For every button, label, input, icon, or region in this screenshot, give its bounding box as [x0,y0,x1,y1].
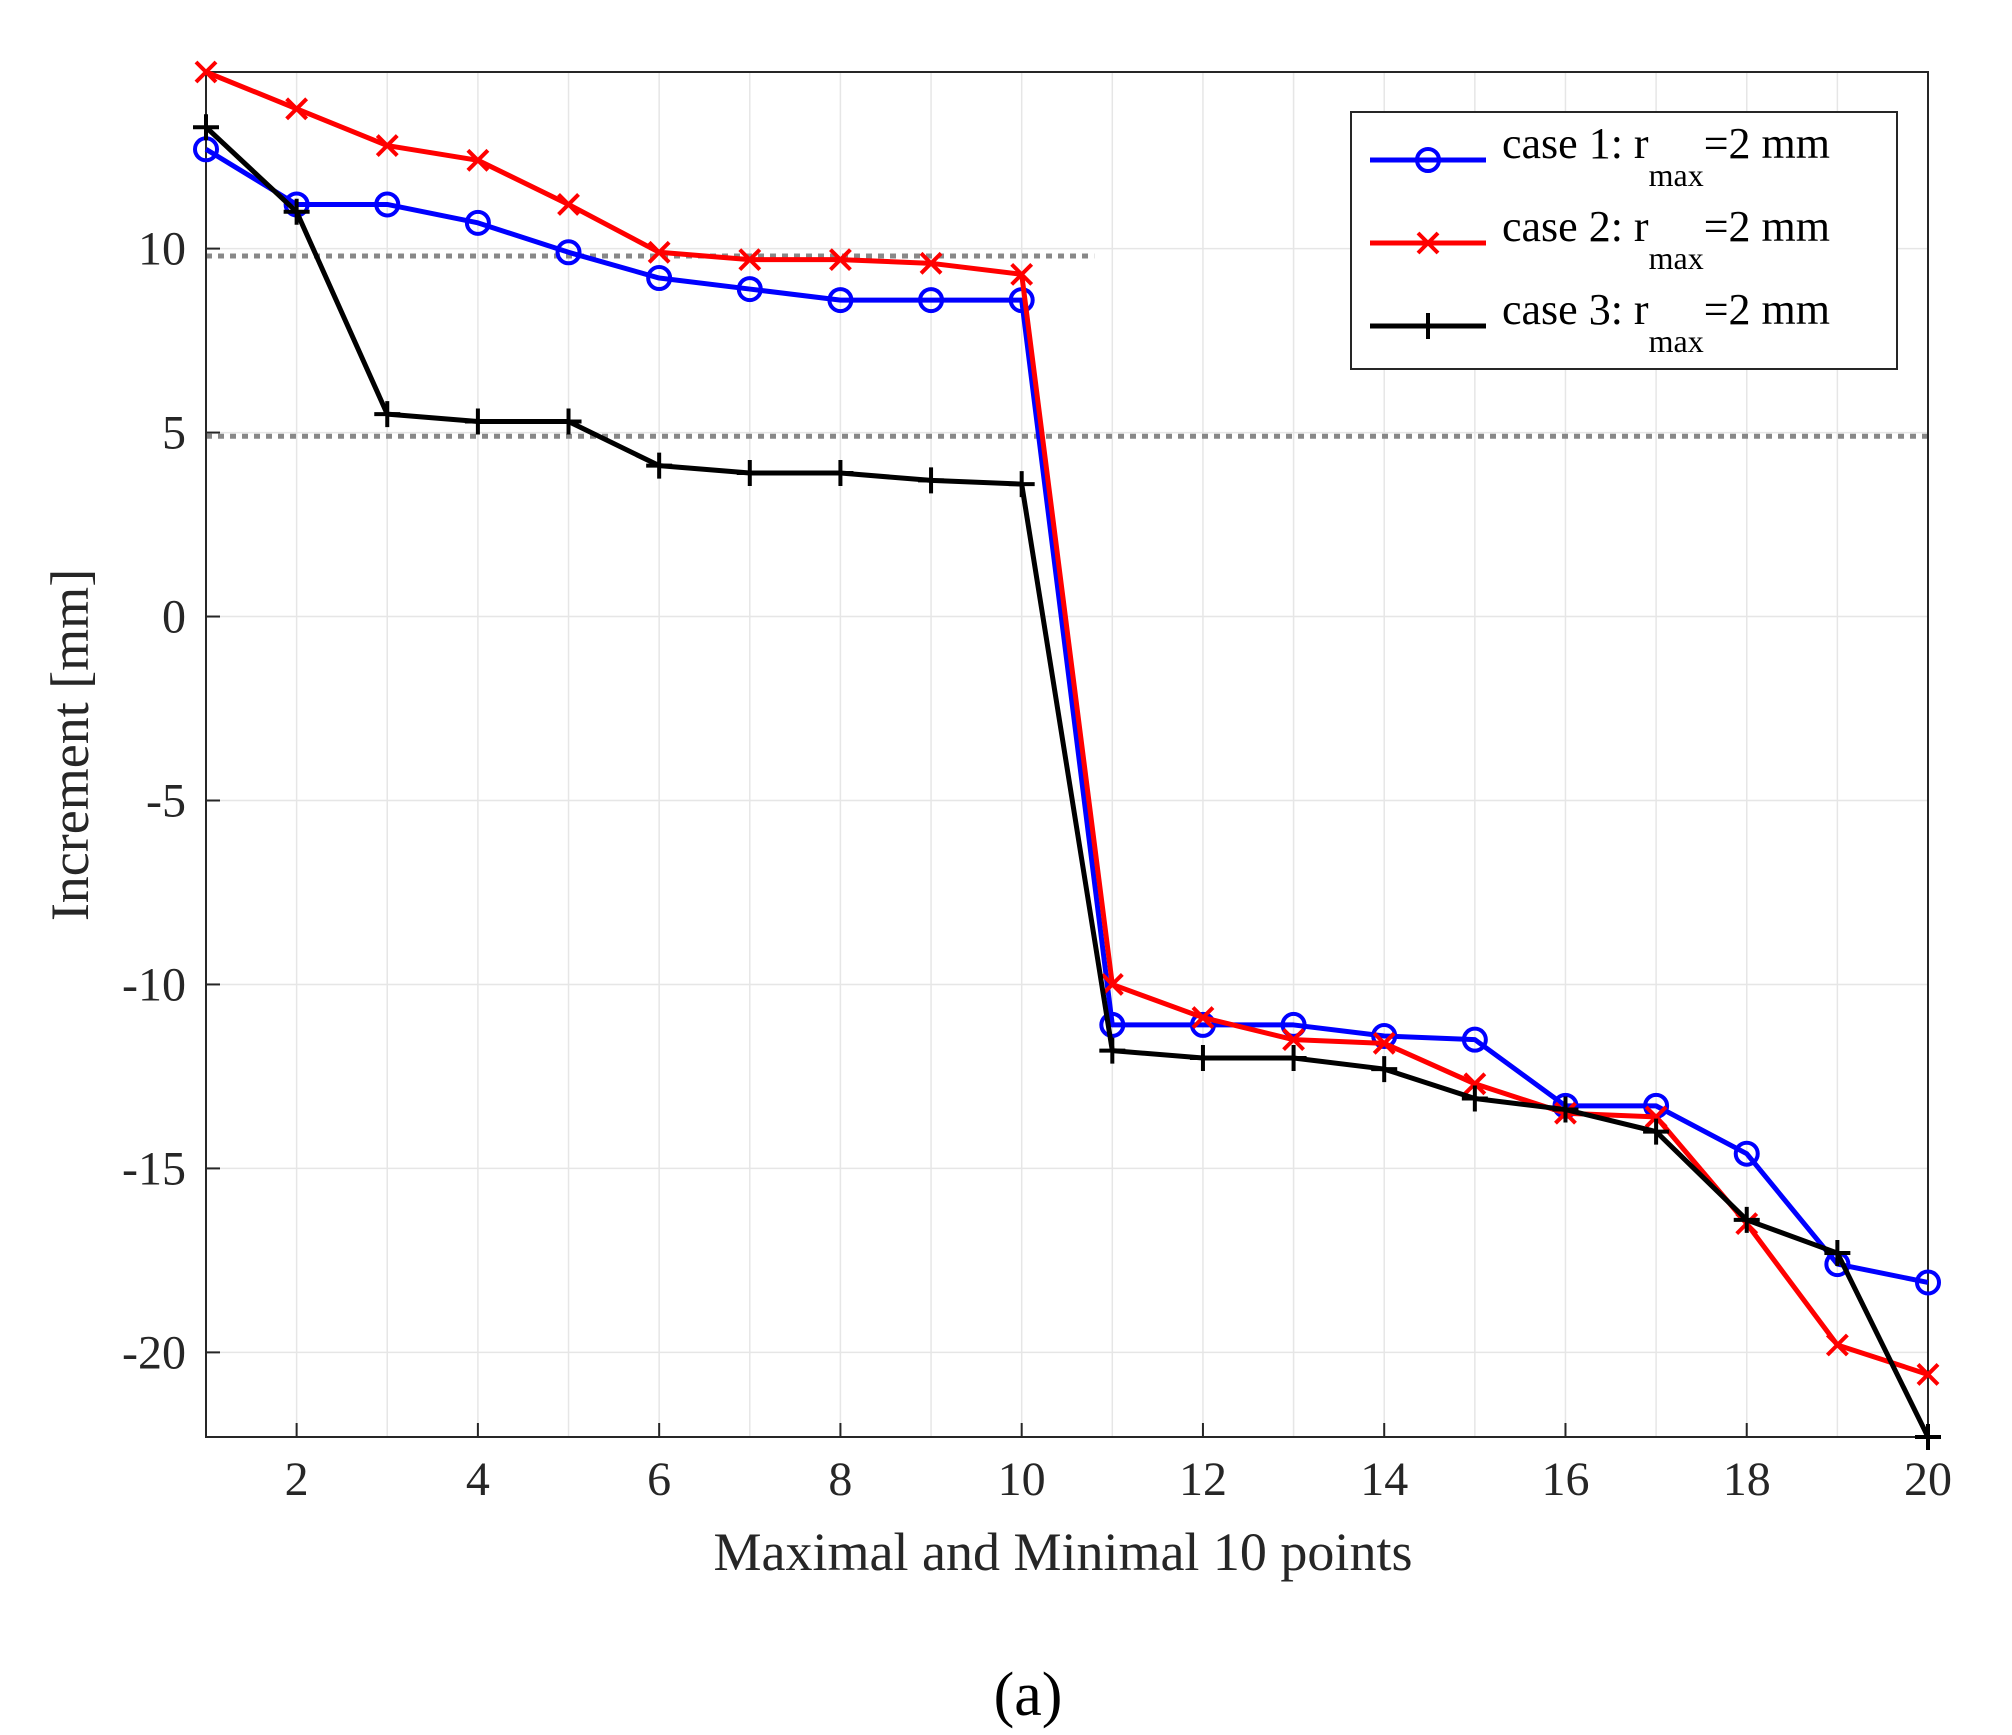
data-point [555,239,582,266]
legend-label: case 3: rmax=2 mm [1502,285,1830,359]
data-point [736,460,763,487]
data-point [1552,1096,1579,1123]
data-point [1100,973,1124,996]
legend-items: case 1: rmax=2 mm case 2: rmax=2 mm case 3… [1370,119,1830,359]
data-point [829,248,852,272]
y-tick-label: -15 [122,1142,186,1195]
reference-lines [206,253,1928,439]
y-axis-ticks: 10 5 0 -5 -10 -15 -20 [122,223,220,1379]
data-point [647,240,671,264]
series-line [204,125,1931,1439]
legend-label: case 1: rmax=2 mm [1502,119,1830,193]
data-point [1461,1085,1488,1112]
series-group [193,60,1941,1450]
x-tick-label: 12 [1179,1453,1227,1506]
y-tick-label: 0 [162,591,186,644]
legend-item-3: case 3: rmax=2 mm [1370,285,1830,359]
data-point [736,276,763,303]
x-tick-label: 6 [647,1453,671,1506]
data-point [1280,1011,1307,1038]
data-point [1372,1031,1396,1055]
data-point [194,60,218,84]
x-tick-label: 16 [1541,1453,1589,1506]
data-point [738,248,762,272]
x-tick-label: 14 [1360,1453,1408,1506]
data-point [1189,1045,1216,1072]
data-point [1733,1140,1760,1167]
data-point [464,209,491,236]
data-point [1280,1045,1307,1072]
data-point [1916,1363,1940,1386]
data-point [464,408,491,435]
data-point [1643,1118,1670,1145]
x-tick-label: 8 [828,1453,852,1506]
x-tick-label: 4 [466,1453,490,1506]
data-point [466,148,490,172]
x-axis-ticks: 2 4 6 8 10 12 14 16 18 20 [285,1423,1952,1506]
legend-marker [1415,313,1441,339]
data-point [555,408,582,435]
data-point [375,134,399,157]
legend-marker [1415,147,1441,173]
data-point [1825,1333,1849,1357]
data-point [374,401,401,428]
x-tick-label: 18 [1723,1453,1771,1506]
data-point [193,114,219,141]
x-tick-label: 10 [998,1453,1046,1506]
data-point [1461,1026,1488,1053]
data-point [827,287,854,314]
data-point [557,193,580,216]
data-point [1733,1206,1760,1233]
data-point [1915,1424,1941,1450]
data-point [1099,1037,1126,1064]
data-point [285,97,309,121]
data-point [1371,1056,1398,1083]
data-point [374,191,401,218]
data-point [1189,1011,1216,1038]
data-point [1010,262,1034,286]
series-2 [194,60,1940,1386]
y-axis-label: Increment [mm] [40,569,100,921]
x-tick-label: 20 [1904,1453,1952,1506]
series-3 [193,114,1941,1450]
y-tick-label: 5 [162,407,186,460]
data-point [1008,471,1035,498]
legend-item-2: case 2: rmax=2 mm [1370,202,1830,276]
data-point [919,251,943,275]
legend: case 1: rmax=2 mm case 2: rmax=2 mm case 3… [1350,111,1898,370]
data-point [646,265,673,292]
data-point [918,287,945,314]
x-tick-label: 2 [285,1453,309,1506]
panel-label: (a) [994,1661,1063,1729]
legend-item-1: case 1: rmax=2 mm [1370,119,1830,193]
legend-label: case 2: rmax=2 mm [1502,202,1830,276]
axes-box [205,71,1929,1438]
x-axis-label: Maximal and Minimal 10 points [714,1522,1413,1582]
legend-marker [1416,231,1440,255]
data-point [1824,1240,1851,1267]
y-tick-label: -10 [122,958,186,1011]
y-tick-label: -20 [122,1326,186,1379]
data-point [1371,1022,1398,1049]
y-tick-label: 10 [138,223,186,276]
data-point [918,467,945,494]
data-point [646,452,673,479]
series-line [205,69,1929,1377]
data-point [1463,1072,1487,1096]
series-1 [193,136,1941,1296]
data-point [1191,1006,1215,1029]
data-point [827,460,854,487]
y-tick-label: -5 [146,774,186,827]
series-line [204,147,1929,1285]
data-point [283,198,310,225]
data-point [1644,1105,1668,1129]
data-point [1915,1269,1941,1296]
data-point [1282,1028,1305,1052]
